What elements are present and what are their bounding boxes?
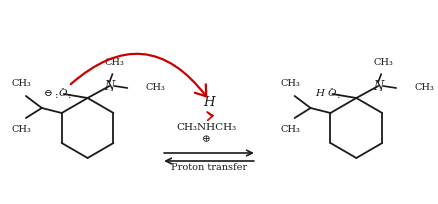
Text: :: :: [336, 91, 339, 100]
Text: ··: ··: [377, 87, 382, 95]
Text: CH₃: CH₃: [12, 125, 32, 134]
Text: ··: ··: [109, 87, 113, 95]
Text: Proton transfer: Proton transfer: [170, 163, 247, 173]
Text: N: N: [372, 80, 382, 92]
Text: ··: ··: [60, 85, 65, 93]
Text: H: H: [315, 90, 324, 99]
Text: CH₃: CH₃: [372, 58, 392, 67]
Text: N: N: [104, 80, 114, 92]
Text: H: H: [203, 95, 214, 109]
Text: CH₃: CH₃: [145, 83, 165, 92]
Text: :: :: [55, 91, 58, 100]
FancyArrowPatch shape: [207, 112, 212, 120]
FancyArrowPatch shape: [71, 54, 206, 96]
Text: ⊖: ⊖: [43, 89, 52, 98]
Text: ··: ··: [328, 85, 333, 93]
Text: CH₃: CH₃: [413, 83, 433, 92]
Text: ⊕: ⊕: [201, 135, 210, 144]
Text: CH₃: CH₃: [280, 79, 300, 88]
Text: CH₃: CH₃: [12, 79, 32, 88]
Text: O: O: [58, 90, 67, 99]
Text: O: O: [326, 90, 335, 99]
Text: CH₃: CH₃: [104, 58, 124, 67]
Text: CH₃: CH₃: [280, 125, 300, 134]
Text: CH₃NHCH₃: CH₃NHCH₃: [176, 123, 236, 133]
Text: :: :: [68, 91, 71, 100]
